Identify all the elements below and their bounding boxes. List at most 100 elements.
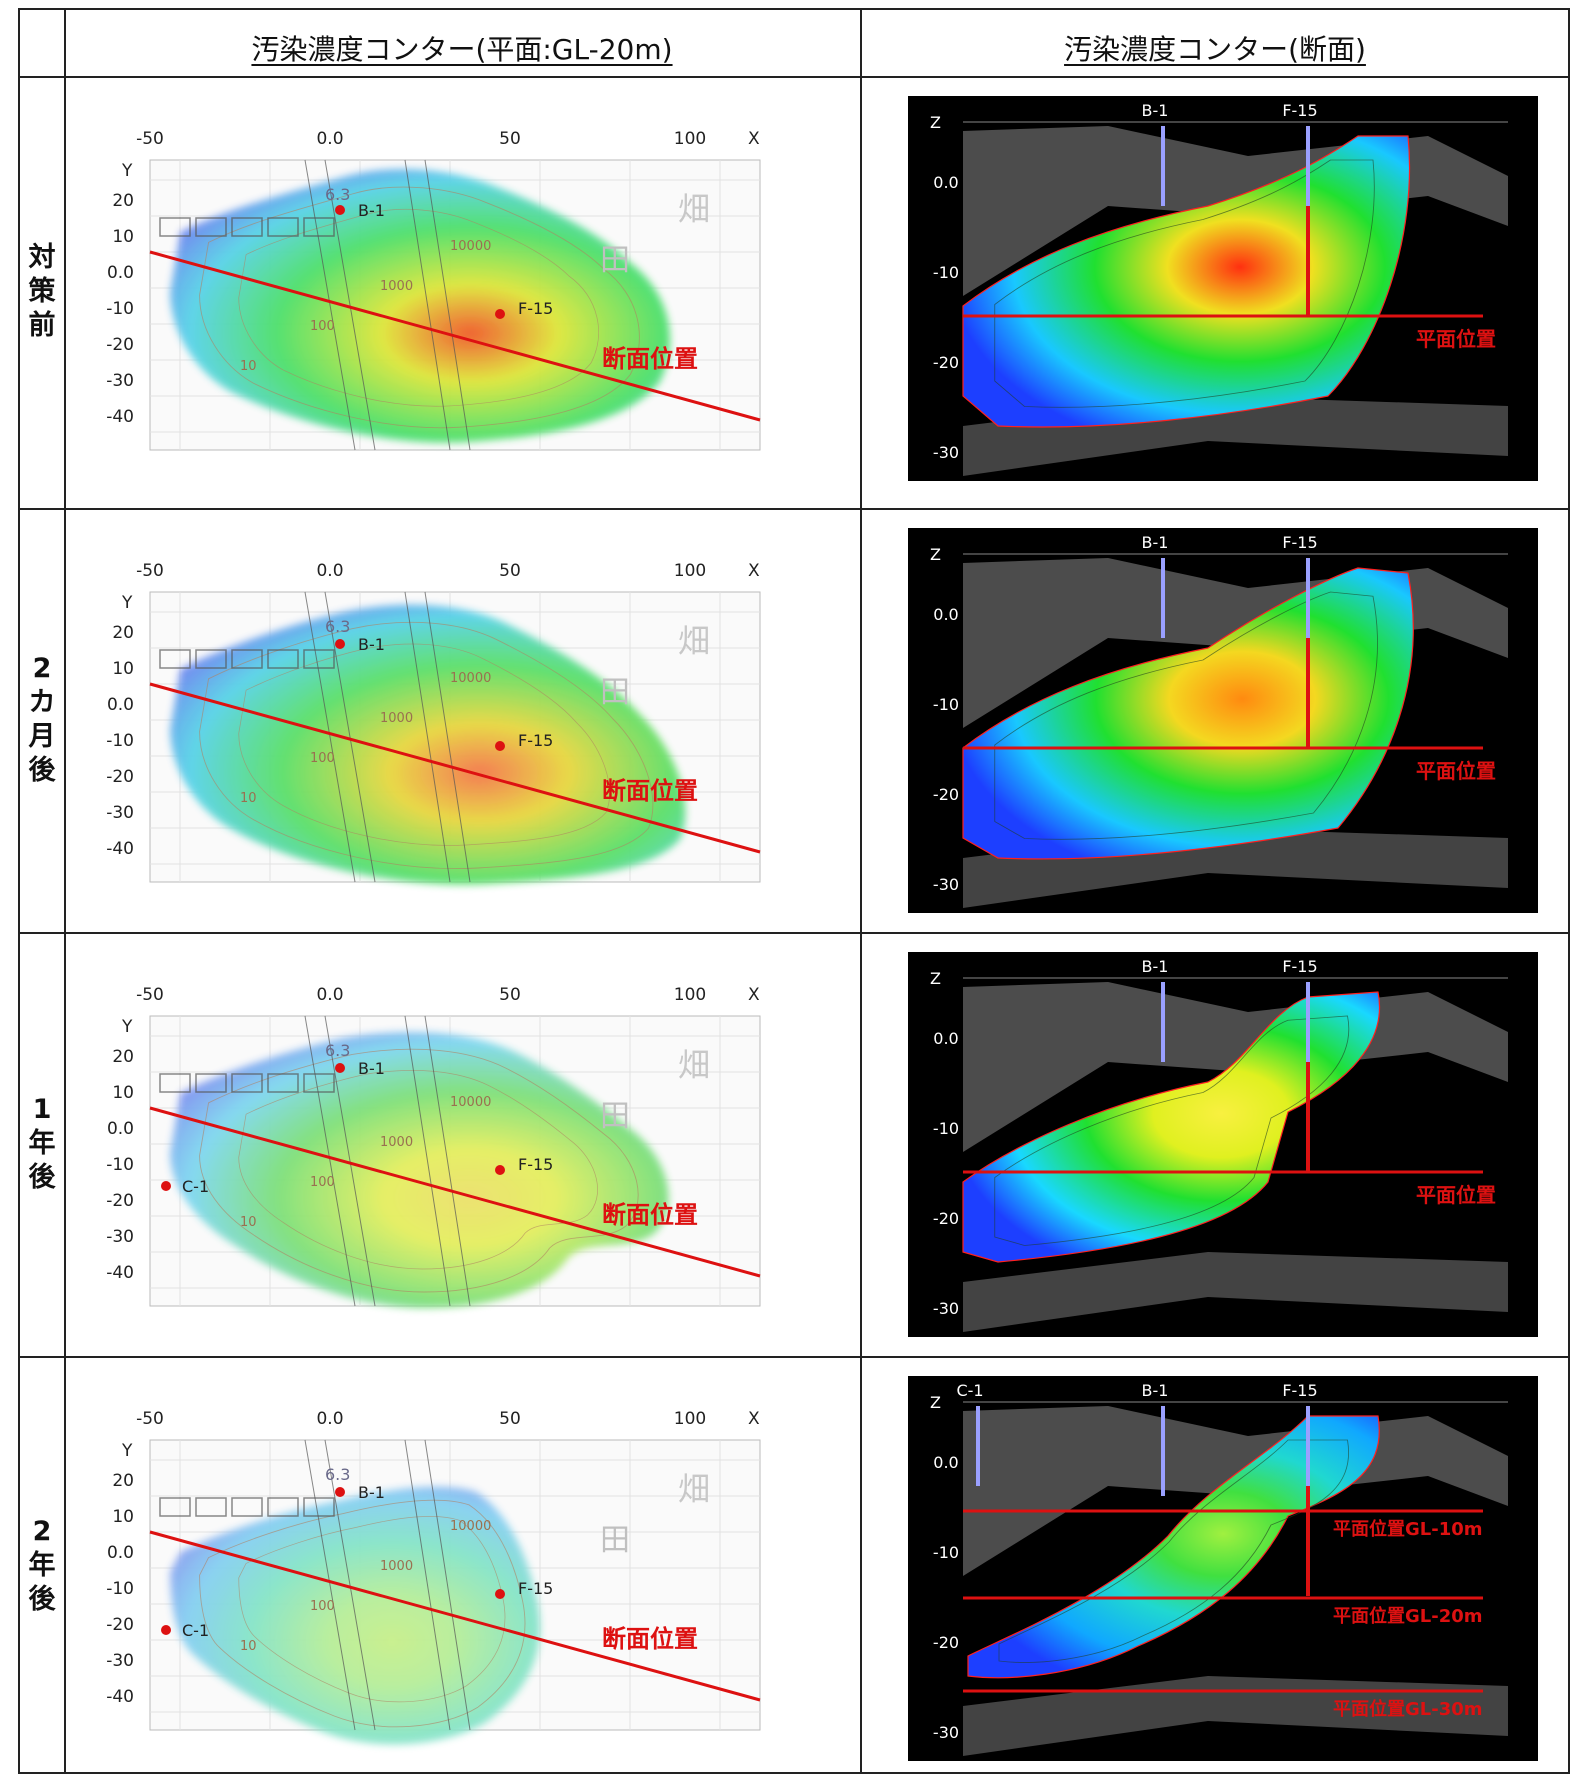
contour-value-label: 1000 (380, 1135, 413, 1150)
y-tick-label: 10 (112, 1083, 134, 1103)
well-f15-marker (495, 309, 505, 319)
z-tick-label: -10 (933, 263, 959, 282)
x-tick-label: 50 (499, 1409, 521, 1429)
contamination-plume (170, 604, 686, 885)
well-b1-label: B-1 (358, 1483, 385, 1502)
well-b1-marker (335, 1487, 345, 1497)
z-tick-label: -20 (933, 353, 959, 372)
well-c1-marker (161, 1181, 171, 1191)
y-tick-label: -20 (106, 1191, 134, 1211)
road-line (304, 591, 376, 883)
plan-contour-map: 6.3 畑田 10 100 1000 10000 断面位置 -50 0.0 50 100 X Y 20 10… (106, 1409, 761, 1745)
z-tick-label: 0.0 (933, 605, 958, 624)
section-well-label: B-1 (1142, 533, 1169, 552)
y-axis-label: Y (121, 593, 133, 613)
y-tick-label: 10 (112, 1507, 134, 1527)
road-label: 6.3 (325, 1041, 350, 1060)
ground-bottom (963, 1676, 1508, 1756)
z-tick-label: -10 (933, 1543, 959, 1562)
y-tick-label: -30 (106, 371, 134, 391)
row-divider-3 (20, 1356, 1568, 1358)
contour-line (238, 643, 610, 846)
z-tick-label: -30 (933, 443, 959, 462)
contour-value-label: 10000 (450, 671, 491, 686)
y-tick-label: 20 (112, 191, 134, 211)
y-tick-label: -20 (106, 335, 134, 355)
plume-fill (170, 1032, 669, 1308)
section-contour-map: Z 0.0 -10 -20 -30 B-1 F-15 平面位置 (908, 96, 1538, 481)
section-well-label: B-1 (1142, 957, 1169, 976)
x-axis-label: X (748, 985, 760, 1005)
y-tick-label: 0.0 (107, 1119, 134, 1139)
contour-value-label: 10000 (450, 239, 491, 254)
y-tick-label: 10 (112, 659, 134, 679)
z-axis-label: Z (930, 545, 941, 564)
plan-contour-map: 6.3 畑田 10 100 1000 10000 断面位置 -50 0.0 50 100 X Y 20 10… (106, 561, 761, 885)
y-axis-label: Y (121, 1441, 133, 1461)
building-outline (159, 649, 191, 669)
plume-fill (170, 169, 670, 443)
road-label: 6.3 (325, 617, 350, 636)
section-line-label: 断面位置 (602, 777, 698, 805)
contour-value-label: 10000 (450, 1095, 491, 1110)
building-outline (267, 1073, 299, 1093)
plan-position-label: 平面位置 (1416, 327, 1496, 351)
plan-position-label: 平面位置GL-10m (1333, 1518, 1483, 1540)
section-plume (962, 567, 1414, 860)
row-label-char: 年 (28, 1550, 56, 1581)
x-tick-label: -50 (136, 129, 164, 149)
building-outline (159, 217, 191, 237)
y-tick-label: 20 (112, 623, 134, 643)
road-line (404, 1015, 471, 1307)
contour-line (199, 1048, 639, 1293)
header-divider (20, 76, 1568, 78)
contour-value-label: 1000 (380, 279, 413, 294)
building-outline (231, 649, 263, 669)
y-tick-label: -10 (106, 1155, 134, 1175)
section-well-label: C-1 (956, 1381, 983, 1400)
field-label: 畑 (678, 1470, 710, 1508)
plan-position-label: 平面位置 (1416, 1183, 1496, 1207)
z-tick-label: -30 (933, 1723, 959, 1742)
x-tick-label: 100 (674, 1409, 706, 1429)
section-well-label: F-15 (1282, 957, 1317, 976)
row-label-char: 対 (28, 242, 56, 273)
x-axis-label: X (748, 1409, 760, 1429)
well-f15-label: F-15 (518, 299, 553, 318)
well-f15-marker (495, 1589, 505, 1599)
plume-fill (170, 604, 686, 885)
section-well-label: B-1 (1142, 101, 1169, 120)
section-plume (967, 1415, 1380, 1679)
x-tick-label: 0.0 (316, 1409, 343, 1429)
section-line (149, 682, 761, 854)
plan-contour-map: 6.3 畑田 10 100 1000 10000 断面位置 -50 0.0 50 100 X Y 20 10… (106, 129, 761, 451)
plan-contour-map: 6.3 畑田 10 100 1000 10000 断面位置 -50 0.0 50 100 X Y 20 10… (106, 985, 761, 1308)
section-contour-line (994, 159, 1375, 408)
section-well-label: F-15 (1282, 101, 1317, 120)
building-outline (195, 217, 227, 237)
contamination-plume (170, 169, 670, 443)
road-label: 6.3 (325, 1465, 350, 1484)
contour-line (238, 208, 599, 407)
section-well-label: B-1 (1142, 1381, 1169, 1400)
well-f15-label: F-15 (518, 1579, 553, 1598)
z-tick-label: -10 (933, 695, 959, 714)
section-plume (962, 991, 1380, 1263)
y-axis-label: Y (121, 1017, 133, 1037)
contour-line (199, 621, 654, 869)
y-tick-label: -20 (106, 767, 134, 787)
well-b1-label: B-1 (358, 201, 385, 220)
x-tick-label: 0.0 (316, 985, 343, 1005)
contour-value-label: 10 (240, 359, 257, 374)
well-f15-label: F-15 (518, 1155, 553, 1174)
building-outline (231, 1073, 263, 1093)
column-divider-2 (860, 10, 862, 1772)
x-tick-label: 100 (674, 985, 706, 1005)
well-f15-label: F-15 (518, 731, 553, 750)
y-tick-label: 20 (112, 1047, 134, 1067)
well-f15-marker (495, 1165, 505, 1175)
z-tick-label: 0.0 (933, 1029, 958, 1048)
x-tick-label: 100 (674, 561, 706, 581)
field-label-2: 田 (600, 1099, 630, 1134)
